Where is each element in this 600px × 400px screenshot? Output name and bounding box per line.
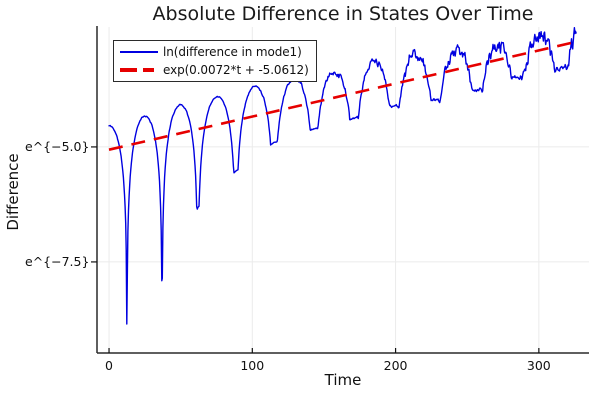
x-tick-label-0: 0 (105, 358, 113, 373)
legend-solid-line-icon (120, 50, 158, 54)
trend-line (108, 40, 579, 151)
chart-title: Absolute Difference in States Over Time (152, 3, 534, 25)
legend: ln(difference in mode1) exp(0.0072*t + -… (113, 40, 317, 82)
legend-label-trend: exp(0.0072*t + -5.0612) (163, 63, 309, 77)
y-tick-label-0: e^{−5.0} (25, 138, 90, 154)
x-tick-label-3: 300 (526, 358, 551, 373)
y-tick-label-1: e^{−7.5} (25, 253, 90, 269)
x-tick-label-1: 100 (240, 358, 265, 373)
legend-label-series: ln(difference in mode1) (163, 45, 302, 59)
x-tick-label-2: 200 (383, 358, 408, 373)
x-axis-label: Time (324, 371, 362, 389)
legend-entry-trend: exp(0.0072*t + -5.0612) (120, 62, 309, 78)
series-line (108, 27, 577, 325)
y-axis-label: Difference (4, 153, 22, 231)
legend-entry-series: ln(difference in mode1) (120, 44, 309, 60)
legend-dashed-line-icon (120, 68, 158, 72)
